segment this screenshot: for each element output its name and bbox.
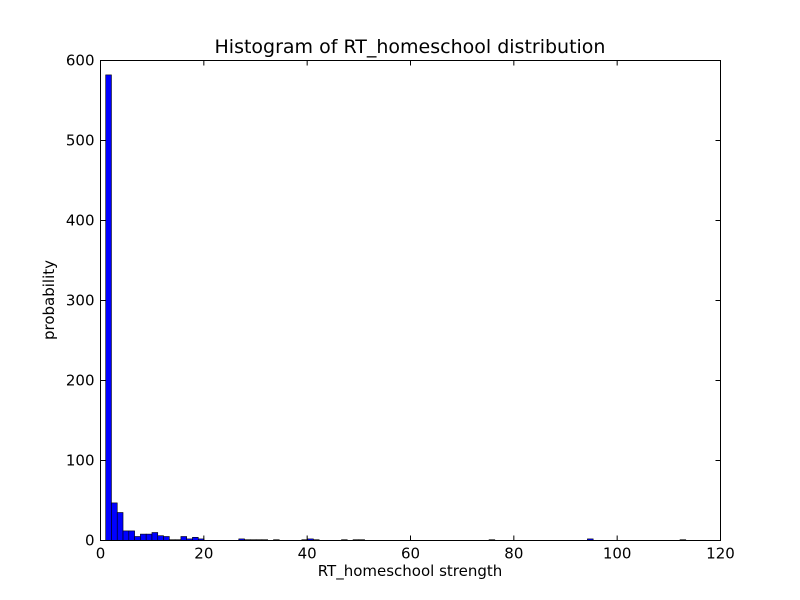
y-tick-label: 500: [66, 132, 95, 150]
ticks-group: 0 20 40 60 80 100 120 0 100 200 300 400 500 600: [66, 52, 735, 563]
y-axis-label: probability: [40, 260, 58, 340]
x-tick-label: 100: [603, 545, 632, 563]
histogram-bar: [122, 530, 130, 541]
histogram-bar: [157, 535, 164, 541]
histogram-bar: [134, 536, 141, 541]
bars-group: [105, 74, 687, 541]
y-tick-label: 200: [66, 372, 95, 390]
histogram-bar: [140, 533, 147, 541]
y-tick-label: 300: [66, 292, 95, 310]
chart-title: Histogram of RT_homeschool distribution: [215, 36, 606, 58]
x-tick-label: 120: [706, 545, 735, 563]
histogram-bar: [151, 532, 159, 541]
x-axis-label: RT_homeschool strength: [318, 562, 503, 581]
y-tick-label: 600: [66, 52, 95, 70]
x-tick-label: 40: [298, 545, 317, 563]
y-tick-label: 400: [66, 212, 95, 230]
histogram-bar: [163, 536, 170, 541]
x-tick-label: 20: [194, 545, 213, 563]
histogram-bar: [180, 536, 187, 541]
x-tick-label: 80: [504, 545, 523, 563]
plot-frame: [100, 60, 721, 541]
histogram-bar: [105, 74, 112, 541]
x-tick-label: 0: [96, 545, 106, 563]
histogram-bar: [116, 512, 124, 541]
histogram-bar: [111, 502, 118, 541]
histogram-bar: [128, 530, 135, 541]
y-tick-label: 100: [66, 452, 95, 470]
y-tick-label: 0: [85, 532, 95, 550]
histogram-bar: [145, 533, 153, 541]
x-tick-label: 60: [401, 545, 420, 563]
